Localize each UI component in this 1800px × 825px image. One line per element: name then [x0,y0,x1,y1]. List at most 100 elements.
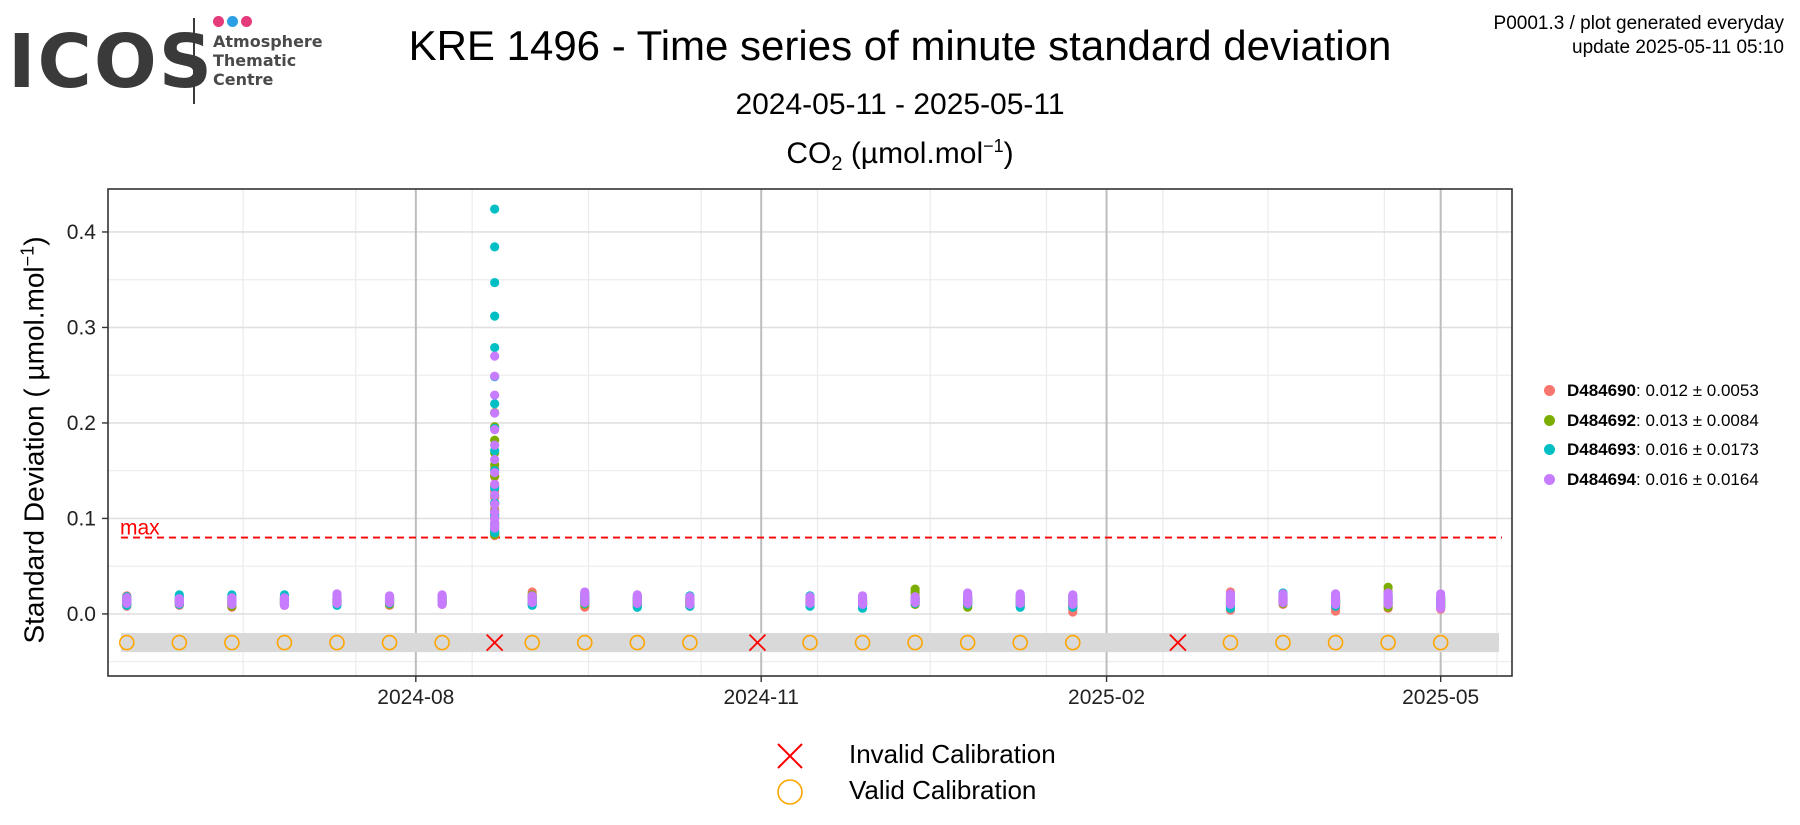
data-point [490,371,500,381]
legend-invalid-label: Invalid Calibration [849,739,1056,769]
data-point [910,592,920,602]
data-point [174,594,184,604]
logo-divider [193,18,195,104]
species-subscript: 2 [831,153,843,175]
invalid-cross-stroke [486,633,504,652]
data-point [1278,589,1288,599]
valid-calibration-marker [434,634,450,651]
valid-calibration-marker [1275,634,1291,651]
data-point [1330,589,1341,599]
y-tick-label: 0.2 [67,412,96,435]
data-point [490,454,500,465]
logo-dots [213,16,273,30]
legend-dot-icon [1544,414,1555,426]
data-point [805,592,815,602]
data-point [490,499,500,509]
legend-item: D484693: 0.016 ± 0.0173 [1544,435,1759,465]
valid-calibration-marker [1012,634,1029,651]
logo-wordmark: ICOS [8,19,215,105]
data-point [490,408,500,418]
y-tick-label: 0.0 [67,603,96,626]
legend-series-stats: : 0.016 ± 0.0164 [1636,469,1759,489]
y-tick-label: 0.1 [67,507,96,530]
legend-series-stats: : 0.012 ± 0.0053 [1636,381,1759,400]
data-point [1225,589,1236,599]
max-threshold-label: max [120,517,160,540]
data-point [1015,589,1025,599]
data-point [685,592,695,602]
data-point [227,593,237,603]
data-point [632,590,642,600]
chart-title: KRE 1496 - Time series of minute standar… [408,22,1392,69]
logo-line-3: Centre [213,70,274,89]
data-point [490,513,500,524]
data-point [1436,589,1446,599]
data-point [1383,588,1393,598]
calibration-legend: Invalid Calibration Valid Calibration [775,736,1056,808]
valid-calibration-marker [1327,634,1344,651]
y-tick-label: 0.4 [67,221,97,244]
valid-circle-icon [777,779,803,805]
data-point [490,311,500,321]
chart-subtitle: 2024-05-11 - 2025-05-11 [735,88,1065,121]
valid-calibration-marker [118,634,135,651]
legend-valid-label: Valid Calibration [849,775,1037,805]
valid-calibration-marker [959,634,976,651]
data-point [490,467,500,478]
data-point [490,390,500,400]
y-axis-label-text: Standard Deviation ( µmol.mol [18,266,50,644]
legend-series-name: D484692 [1567,410,1637,430]
legend-series-stats: : 0.016 ± 0.0173 [1636,440,1759,460]
icos-logo: ICOS Atmosphere Thematic Centre [8,14,338,114]
valid-calibration-marker [524,634,541,651]
legend-item: D484690: 0.012 ± 0.0053 [1544,376,1759,406]
legend-dot-icon [1544,473,1555,485]
invalid-cross-icon [777,743,803,769]
legend-item: D484692: 0.013 ± 0.0084 [1544,406,1759,436]
data-point [490,399,500,409]
valid-calibration-marker [682,634,698,651]
data-point [1068,590,1078,600]
species-unit: (µmol.mol [842,137,984,170]
logo-dot [227,16,238,27]
invalid-calibration-marker [1169,633,1187,652]
y-axis-label-close: ) [18,236,50,246]
valid-calibration-marker [1432,634,1449,651]
valid-calibration-marker [629,634,646,651]
data-point [490,277,500,288]
legend-series-stats: : 0.013 ± 0.0084 [1636,410,1759,430]
legend-valid-calibration: Valid Calibration [775,772,1056,808]
data-point [490,204,500,214]
logo-dot [241,16,252,27]
series-legend: D484690: 0.012 ± 0.0053 D484692: 0.013 ± … [1544,376,1759,494]
x-tick-label: 2025-05 [1402,686,1479,709]
species-unit-close: ) [1003,137,1014,170]
data-point [490,479,500,489]
species-unit-exponent: −1 [983,136,1004,156]
legend-dot-icon [1544,444,1555,456]
invalid-cross-stroke [1169,633,1187,652]
valid-calibration-marker [854,634,871,651]
legend-invalid-calibration: Invalid Calibration [775,736,1056,772]
data-point [279,593,290,603]
logo-dot [213,16,224,27]
valid-calibration-marker [224,634,240,651]
data-point [437,590,447,600]
calibration-band [121,633,1499,653]
plot-metadata-line-2: update 2025-05-11 05:10 [1572,37,1784,58]
valid-calibration-marker [381,634,398,651]
legend-item: D484694: 0.016 ± 0.0164 [1544,465,1759,495]
data-point [490,440,500,450]
valid-calibration-marker [576,634,593,651]
plot-metadata: P0001.3 / plot generated everyday update… [1494,12,1784,60]
legend-series-name: D484690 [1567,381,1637,400]
y-axis-label-exponent: −1 [17,245,38,267]
valid-calibration-marker [1222,634,1239,651]
data-point [122,593,132,603]
species-name: CO [786,137,832,170]
legend-series-name: D484693 [1567,440,1637,460]
y-tick-label: 0.3 [67,316,96,339]
logo-line-1: Atmosphere [213,32,323,51]
valid-calibration-marker [329,634,345,651]
invalid-calibration-marker [748,633,767,652]
